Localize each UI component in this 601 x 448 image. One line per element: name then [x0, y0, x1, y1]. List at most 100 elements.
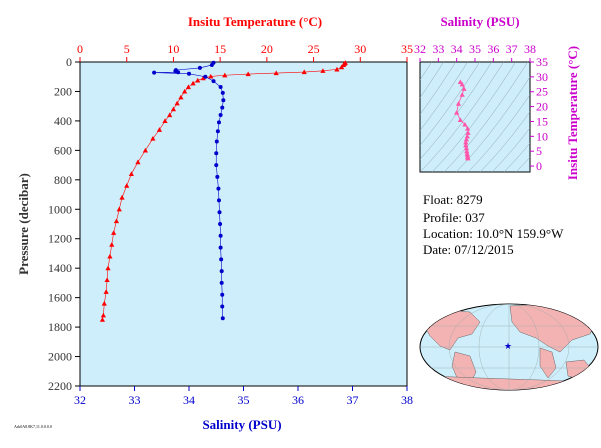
- density-contour-line: [420, 62, 456, 115]
- temperature-point: [156, 127, 163, 132]
- y-axis-tick-label: 1200: [48, 232, 72, 246]
- bottom-axis-tick-label: 36: [292, 393, 304, 407]
- salinity-point: [209, 62, 214, 67]
- y-axis-tick-label: 600: [54, 143, 72, 157]
- ts-point: [465, 125, 471, 131]
- density-contour-line: [420, 62, 480, 146]
- ts-x-axis-label: Salinity (PSU): [440, 14, 519, 29]
- salinity-point: [221, 98, 226, 103]
- temperature-point: [245, 71, 251, 77]
- temperature-point: [101, 300, 107, 306]
- density-contour-line: [431, 62, 516, 172]
- bottom-axis-tick-label: 37: [347, 393, 359, 407]
- profile-number: Profile: 037: [423, 210, 485, 225]
- bottom-axis-tick-label: 34: [183, 393, 195, 407]
- temperature-point: [99, 317, 106, 322]
- salinity-point: [218, 233, 223, 238]
- ts-point: [461, 86, 467, 91]
- temperature-point: [103, 289, 109, 294]
- y-axis-tick-label: 2200: [48, 379, 72, 393]
- ts-x-tick-label: 32: [414, 42, 426, 56]
- salinity-point: [214, 139, 219, 144]
- temperature-point: [301, 69, 307, 75]
- salinity-point: [219, 269, 224, 274]
- salinity-point: [214, 163, 219, 168]
- ts-point: [464, 148, 470, 154]
- top-axis-tick-label: 25: [308, 42, 320, 56]
- map-graticule: [420, 304, 598, 390]
- salinity-point: [218, 245, 223, 250]
- main-plot-area: [79, 61, 408, 387]
- salinity-point: [219, 280, 224, 285]
- ts-y-tick-label: 5: [536, 144, 542, 158]
- ts-point: [463, 139, 469, 145]
- ts-point: [463, 142, 469, 148]
- density-contour-line: [479, 111, 530, 172]
- salinity-point: [215, 129, 220, 134]
- top-axis-tick-label: 30: [354, 42, 366, 56]
- density-contour-line: [455, 76, 530, 172]
- temperature-point: [334, 66, 340, 72]
- temperature-point: [119, 194, 125, 200]
- salinity-point: [218, 222, 223, 226]
- y-axis-tick-label: 400: [54, 114, 72, 128]
- salinity-point: [216, 186, 221, 191]
- temperature-point: [320, 68, 326, 73]
- y-axis-tick-label: 200: [54, 84, 72, 98]
- salinity-point: [211, 79, 216, 84]
- y-axis-tick-label: 1800: [48, 320, 72, 334]
- bottom-axis-tick-label: 32: [74, 393, 86, 407]
- bottom-axis-tick-label: 33: [129, 393, 141, 407]
- salinity-point: [220, 105, 225, 110]
- temperature-point: [200, 75, 206, 81]
- salinity-point: [214, 151, 219, 156]
- y-axis-label: Pressure (decibar): [16, 173, 31, 275]
- temperature-point: [116, 206, 122, 212]
- salinity-point: [197, 65, 202, 70]
- salinity-point: [220, 90, 225, 95]
- temperature-point: [167, 112, 173, 118]
- salinity-point: [216, 198, 221, 203]
- ts-x-tick-label: 34: [451, 42, 463, 56]
- temperature-point: [185, 84, 191, 90]
- top-axis-tick-label: 5: [124, 42, 130, 56]
- temperature-point: [339, 64, 345, 70]
- ts-point: [463, 145, 469, 151]
- ts-point: [454, 109, 460, 115]
- temperature-point: [208, 73, 214, 79]
- temperature-point: [100, 312, 106, 318]
- salinity-point: [215, 174, 220, 179]
- ts-x-tick-label: 38: [524, 42, 536, 56]
- ts-point: [455, 101, 462, 106]
- density-contour-line: [467, 94, 530, 172]
- density-contour-line: [420, 62, 444, 99]
- temperature-point: [104, 277, 110, 283]
- density-contour-line: [420, 62, 468, 131]
- temperature-point: [107, 253, 113, 259]
- temperature-point: [170, 106, 177, 112]
- top-axis-tick-label: 0: [77, 42, 83, 56]
- float-location-marker: ★: [504, 341, 512, 351]
- bottom-axis-tick-label: 35: [238, 393, 250, 407]
- top-axis-tick-label: 15: [214, 42, 226, 56]
- temperature-point: [135, 159, 141, 165]
- ts-point: [462, 121, 468, 127]
- temperature-point: [111, 230, 117, 235]
- ts-x-tick-label: 33: [432, 42, 444, 56]
- top-axis-tick-label: 20: [261, 42, 273, 56]
- ts-x-tick-label: 36: [487, 42, 499, 56]
- temperature-point: [162, 118, 168, 123]
- y-axis-tick-label: 0: [66, 55, 72, 69]
- temperature-point: [150, 135, 156, 141]
- ts-x-tick-label: 37: [506, 42, 518, 56]
- ts-y-tick-label: 0: [536, 159, 542, 173]
- temperature-point: [113, 218, 120, 224]
- footer-code: Ark0A8.8K7,11.0.0.0.0: [14, 424, 52, 430]
- ts-y-tick-label: 30: [536, 70, 548, 84]
- ts-point: [464, 133, 470, 139]
- world-map: ★: [419, 303, 599, 391]
- density-contour-line: [491, 127, 530, 172]
- temperature-point: [182, 88, 188, 94]
- y-axis-tick-label: 1400: [48, 261, 72, 275]
- float-location: Location: 10.0°N 159.9°W: [423, 226, 564, 241]
